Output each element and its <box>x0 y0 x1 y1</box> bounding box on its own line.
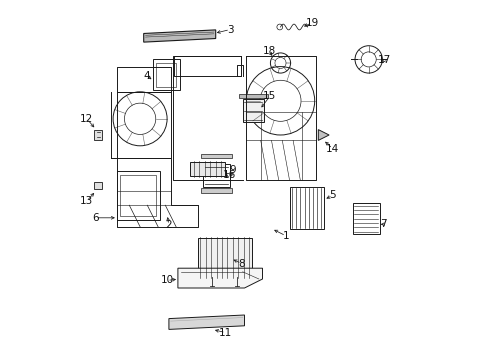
Text: 1: 1 <box>282 231 288 241</box>
Bar <box>152 59 179 90</box>
Text: 13: 13 <box>80 196 93 206</box>
Bar <box>203 164 230 187</box>
Bar <box>352 203 379 234</box>
Polygon shape <box>318 130 328 140</box>
Polygon shape <box>197 238 251 277</box>
Bar <box>156 63 176 87</box>
Polygon shape <box>143 30 215 42</box>
Text: 14: 14 <box>325 144 339 154</box>
Text: 19: 19 <box>305 18 318 28</box>
Text: 4: 4 <box>143 71 150 81</box>
Text: 17: 17 <box>377 55 390 66</box>
Polygon shape <box>190 162 224 176</box>
Text: 16: 16 <box>223 170 236 180</box>
Polygon shape <box>201 188 231 193</box>
Polygon shape <box>94 130 102 140</box>
Text: 2: 2 <box>165 220 172 230</box>
Text: 10: 10 <box>160 275 173 285</box>
Bar <box>120 175 156 216</box>
Bar <box>117 171 160 220</box>
Bar <box>242 99 264 122</box>
Text: 18: 18 <box>262 46 275 56</box>
Bar <box>289 187 323 229</box>
Text: 5: 5 <box>329 190 335 201</box>
Text: 12: 12 <box>80 114 93 124</box>
Polygon shape <box>239 94 267 98</box>
Text: 6: 6 <box>92 213 98 223</box>
Polygon shape <box>178 268 262 288</box>
Text: 8: 8 <box>238 258 244 269</box>
Text: 9: 9 <box>229 165 236 175</box>
Text: 3: 3 <box>226 24 233 35</box>
Text: 11: 11 <box>219 328 232 338</box>
Text: 15: 15 <box>263 91 276 102</box>
Text: 7: 7 <box>379 219 386 229</box>
Polygon shape <box>168 315 244 329</box>
Polygon shape <box>94 182 102 189</box>
Polygon shape <box>201 154 231 158</box>
